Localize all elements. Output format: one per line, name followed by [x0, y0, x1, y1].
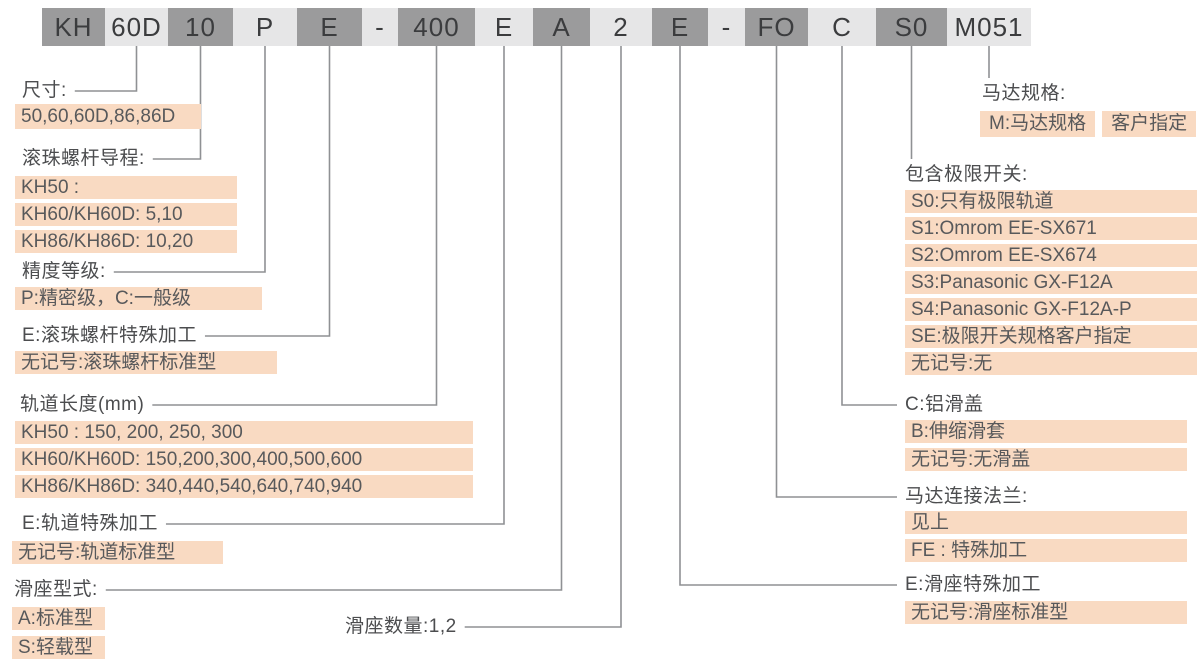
code-segment-ballscrew-e: E: [297, 8, 362, 46]
option-row: B:伸缩滑套: [905, 420, 1187, 443]
option-row: 无记号:滑座标准型: [905, 601, 1187, 624]
section-label-rail-special: E:轨道特殊加工: [22, 513, 158, 534]
section-label-motor-spec: 马达规格:: [982, 83, 1066, 104]
option-row: S:轻载型: [12, 636, 105, 659]
option-row: 50,60,60D,86,86D: [15, 104, 201, 129]
option-row: KH60/KH60D: 5,10: [15, 203, 237, 226]
code-segment-rail-e: E: [475, 8, 533, 46]
option-row: P:精密级，C:一般级: [15, 287, 262, 310]
option-row: S2:Omrom EE-SX674: [905, 244, 1197, 267]
option-row: KH60/KH60D: 150,200,300,400,500,600: [15, 448, 473, 471]
option-row: KH50 : 150, 200, 250, 300: [15, 421, 473, 444]
code-segment-dash1: -: [362, 8, 398, 46]
code-segment-lead: 10: [168, 8, 233, 46]
code-segment-switch: S0: [876, 8, 947, 46]
option-row: 客户指定: [1102, 111, 1197, 137]
option-row: A:标准型: [12, 607, 105, 630]
option-row: 无记号:轨道标准型: [12, 541, 223, 564]
code-segment-motor: M051: [947, 8, 1031, 46]
option-row: KH50 :: [15, 176, 237, 199]
option-row: 见上: [905, 511, 1187, 534]
motor-spec-rows: M:马达规格 客户指定: [980, 111, 1197, 137]
code-segment-slider-type: A: [533, 8, 590, 46]
code-segment-length: 400: [398, 8, 475, 46]
option-row: 无记号:滚珠螺杆标准型: [15, 351, 277, 374]
section-label-cover: C:铝滑盖: [905, 394, 984, 415]
option-row: 无记号:无滑盖: [905, 448, 1187, 471]
section-label-size: 尺寸:: [22, 80, 67, 101]
section-label-limit-switch: 包含极限开关:: [905, 164, 1028, 185]
code-segment-slider-e: E: [652, 8, 708, 46]
option-row: S3:Panasonic GX-F12A: [905, 271, 1197, 294]
option-row: S1:Omrom EE-SX671: [905, 217, 1197, 240]
section-label-slider-type: 滑座型式:: [14, 579, 98, 600]
section-label-motor-flange: 马达连接法兰:: [905, 486, 1028, 507]
option-row: S4:Panasonic GX-F12A-P: [905, 298, 1197, 321]
option-row: SE:极限开关规格客户指定: [905, 325, 1197, 348]
code-segment-cover: C: [808, 8, 876, 46]
section-label-ballscrew-special: E:滚珠螺杆特殊加工: [22, 325, 197, 346]
option-row: FE : 特殊加工: [905, 539, 1187, 562]
code-segment-precision: P: [233, 8, 297, 46]
section-label-precision: 精度等级:: [22, 261, 106, 282]
code-segment-slider-qty: 2: [590, 8, 652, 46]
section-label-slider-special: E:滑座特殊加工: [905, 574, 1041, 595]
code-segment-flange: FO: [745, 8, 808, 46]
section-label-lead: 滚珠螺杆导程:: [22, 148, 145, 169]
option-row: 无记号:无: [905, 352, 1197, 375]
code-segment-dash2: -: [708, 8, 745, 46]
code-segment-size: 60D: [105, 8, 168, 46]
option-row: S0:只有极限轨道: [905, 190, 1197, 213]
option-row: KH86/KH86D: 10,20: [15, 230, 237, 253]
section-label-slider-qty: 滑座数量:1,2: [345, 616, 457, 637]
option-row: KH86/KH86D: 340,440,540,640,740,940: [15, 475, 473, 498]
model-code-row: KH 60D 10 P E - 400 E A 2 E - FO C S0 M0…: [42, 8, 1031, 46]
option-row: M:马达规格: [980, 111, 1096, 137]
section-label-rail-length: 轨道长度(mm): [20, 394, 145, 415]
code-segment-series: KH: [42, 8, 105, 46]
